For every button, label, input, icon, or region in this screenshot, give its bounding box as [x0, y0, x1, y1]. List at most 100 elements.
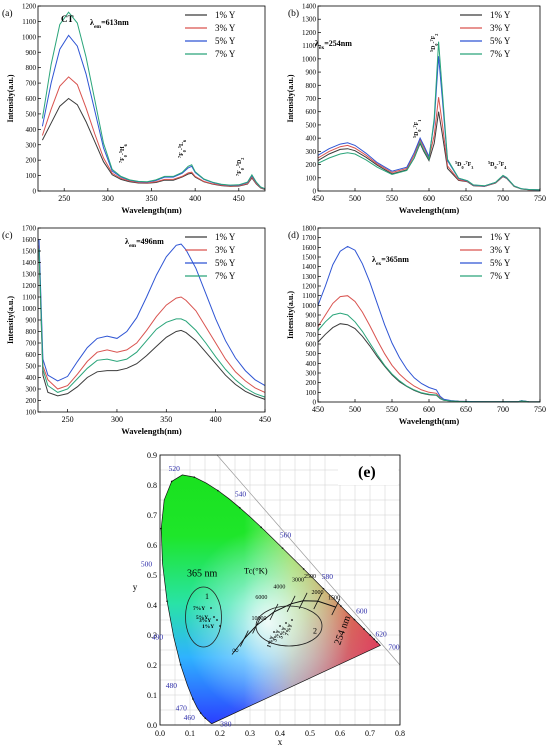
- legend-label: 7% Y: [215, 271, 236, 281]
- peak-label-part: F: [501, 162, 505, 168]
- y-tick-label: 600: [26, 95, 37, 103]
- plot-frame: [159, 454, 401, 726]
- panel-label: (c): [2, 230, 13, 241]
- y-tick-label: 1400: [302, 263, 317, 271]
- x-tick-label: 700: [497, 405, 509, 414]
- x-tick-label: 550: [386, 194, 398, 203]
- x-tick-label: 0.6: [335, 729, 345, 738]
- cct-tick-label: ∞: [232, 645, 238, 655]
- y-axis-title: y: [133, 582, 138, 592]
- planckian-tail: [231, 638, 245, 655]
- x-tick-label: 250: [58, 194, 70, 203]
- y-tick-label: 1500: [302, 254, 317, 262]
- lambda-annotation-part: λ: [125, 237, 129, 246]
- y-tick-label: 1200: [302, 283, 317, 291]
- peak-label-part: 6: [123, 144, 128, 146]
- panel-label: (e): [358, 464, 376, 481]
- group-label-365: 365 nm: [187, 569, 218, 580]
- series-line: [41, 97, 266, 190]
- lambda-annotation-part: =254nm: [324, 39, 352, 48]
- x-tick-label: 0.5: [305, 729, 315, 738]
- legend-label: 5% Y: [215, 36, 236, 46]
- isotemp-line: [286, 595, 296, 612]
- wavelength-label: 380: [220, 720, 232, 729]
- lambda-annotation: λem=496nm: [125, 237, 164, 249]
- x-tick-label: 650: [460, 194, 472, 203]
- y-tick-label: 0.8: [147, 481, 157, 490]
- legend-label: 3% Y: [490, 245, 511, 255]
- y-tick-label: 900: [26, 317, 37, 325]
- wavelength-label: 470: [176, 704, 188, 713]
- y-tick-label: 800: [306, 321, 317, 329]
- y-tick-label: 0.9: [147, 451, 157, 460]
- ellipse-id: 2: [313, 627, 317, 636]
- y-tick-label: 1200: [302, 29, 317, 37]
- lambda-annotation-part: λ: [372, 255, 376, 264]
- y-tick-label: 100: [306, 389, 317, 397]
- peak-label-part: 0: [417, 129, 422, 131]
- peak-label-part: 0: [182, 150, 187, 152]
- y-tick-label: 0.4: [147, 601, 157, 610]
- legend-label: 3% Y: [490, 23, 511, 33]
- ellipse-254: [255, 605, 323, 647]
- x-tick-label: 0.1: [185, 729, 195, 738]
- peak-label-part: 7: [177, 156, 182, 158]
- peak-label-part: H: [120, 146, 126, 151]
- y-tick-label: 300: [26, 386, 37, 394]
- locus-tick: [373, 638, 376, 641]
- data-point: [216, 619, 218, 621]
- y-tick-label: 900: [306, 312, 317, 320]
- x-tick-label: 250: [62, 415, 74, 424]
- peak-label-part: 5: [412, 136, 417, 138]
- lambda-annotation-part: ex: [319, 45, 324, 51]
- peak-label-ct: CT: [61, 14, 74, 24]
- wavelength-label: 480: [166, 681, 178, 690]
- y-tick-label: 200: [26, 157, 37, 165]
- cct-tick-label: 3000: [292, 578, 304, 584]
- peak-label-part: -: [464, 162, 466, 168]
- wavelength-label: 580: [322, 572, 334, 581]
- y-tick-label: 1000: [302, 302, 317, 310]
- y-tick-label: 1600: [302, 244, 317, 252]
- data-point: [279, 625, 281, 627]
- x-tick-label: 0.3: [245, 729, 255, 738]
- x-tick-label: 550: [386, 405, 398, 414]
- locus-tick: [369, 634, 371, 637]
- y-tick-label: 100: [306, 174, 317, 182]
- y-tick-label: 1200: [22, 3, 37, 11]
- y-tick-label: 800: [26, 328, 37, 336]
- peak-label-part: 5: [455, 160, 457, 165]
- series-line: [41, 11, 266, 190]
- peak-label-part: 2: [240, 158, 245, 160]
- lambda-annotation-part: =365nm: [381, 255, 409, 264]
- peak-label: 7F0-5D2: [235, 158, 245, 176]
- peak-label-part: 6: [182, 140, 187, 142]
- y-tick-label: 1300: [302, 273, 317, 281]
- x-tick-label: 0.7: [365, 729, 375, 738]
- y-tick-label: 500: [26, 110, 37, 118]
- y-tick-label: 0.3: [147, 631, 157, 640]
- y-tick-label: 500: [26, 363, 37, 371]
- series-line: [38, 245, 266, 393]
- locus-tick: [363, 628, 365, 630]
- diagonal-line: [216, 454, 401, 666]
- cct-tick-label: 2500: [304, 574, 316, 580]
- y-tick-label: 900: [306, 69, 317, 77]
- peak-label-part: -: [237, 166, 243, 168]
- x-tick-label: 400: [210, 415, 222, 424]
- y-tick-label: 0.1: [147, 691, 157, 700]
- data-point: [213, 616, 215, 618]
- peak-label-part: 5: [177, 146, 182, 148]
- lambda-annotation: λex=254nm: [315, 39, 352, 51]
- peak-label-part: 7: [466, 160, 468, 165]
- lambda-annotation: λex=365nm: [372, 255, 409, 267]
- cct-tick-label: 2000: [312, 590, 324, 596]
- cct-tick-label: 10000: [252, 616, 267, 622]
- peak-label-part: -: [497, 162, 499, 168]
- y-tick-label: 1100: [302, 292, 316, 300]
- legend-label: 3% Y: [215, 23, 236, 33]
- y-tick-label: 0.7: [147, 511, 157, 520]
- plot-frame: [37, 5, 266, 192]
- peak-label-part: 2: [434, 34, 439, 36]
- y-tick-label: 700: [26, 80, 37, 88]
